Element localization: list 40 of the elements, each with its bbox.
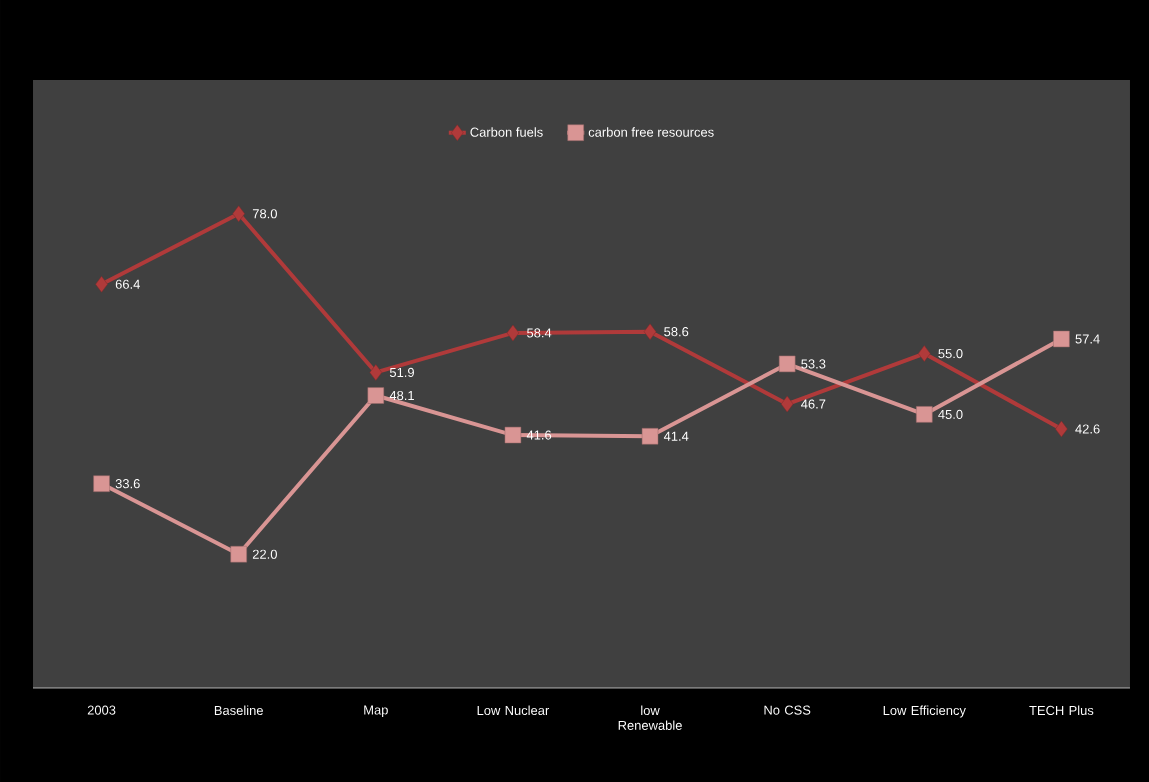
data-label: 48.1 <box>389 390 414 401</box>
point <box>643 323 657 340</box>
data-label: 55.0 <box>938 348 963 359</box>
point <box>230 546 247 563</box>
point <box>1055 420 1068 438</box>
point <box>918 345 931 362</box>
x-tick-label: Map <box>364 705 388 718</box>
x-tick-label: low Renewable <box>618 705 682 730</box>
point <box>778 355 796 373</box>
point <box>916 406 933 423</box>
x-tick-label: No CSS <box>764 705 811 715</box>
point <box>232 205 245 222</box>
point <box>504 426 522 444</box>
x-tick-label: Baseline <box>214 705 263 716</box>
data-label: 53.3 <box>801 359 826 369</box>
data-label: 58.6 <box>664 327 689 337</box>
point <box>506 324 520 342</box>
data-label: 33.6 <box>115 479 140 489</box>
data-label: 45.0 <box>938 409 963 419</box>
point <box>95 276 108 293</box>
legend-label: Carbon fuels <box>470 127 543 137</box>
point <box>367 387 385 404</box>
data-label: 57.4 <box>1075 334 1100 344</box>
x-tick-label: Low Efficiency <box>883 705 966 718</box>
point <box>1053 330 1070 348</box>
data-label: 51.9 <box>389 367 414 378</box>
data-label: 22.0 <box>252 549 277 559</box>
point <box>780 395 794 413</box>
legend-label: carbon free resources <box>588 127 714 137</box>
point <box>369 364 383 381</box>
data-label: 46.7 <box>801 399 826 409</box>
data-label: 41.4 <box>663 431 689 441</box>
x-tick-label: Low Nuclear <box>477 705 550 716</box>
data-label: 78.0 <box>252 209 277 219</box>
x-tick-label: 2003 <box>87 705 116 715</box>
point <box>93 475 110 492</box>
data-label: 66.4 <box>115 279 140 289</box>
x-tick-label: TECH Plus <box>1029 705 1094 716</box>
point <box>641 428 659 445</box>
data-label: 42.6 <box>1075 424 1100 434</box>
